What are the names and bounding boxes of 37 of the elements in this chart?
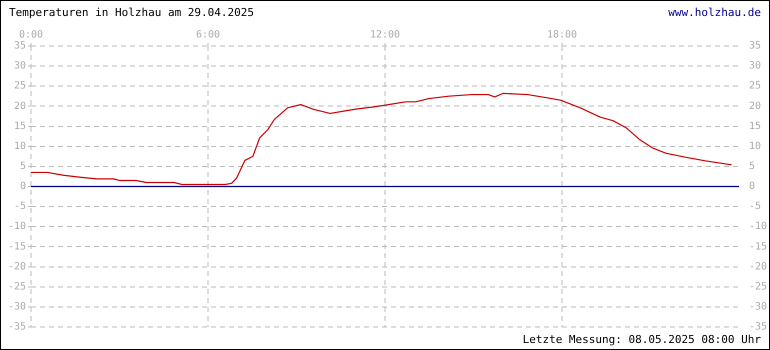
x-tick-label: 0:00 (18, 30, 44, 41)
y-tick-label: -5 (14, 201, 26, 212)
x-tick-label: 18:00 (546, 30, 578, 41)
text: www.holzhau.de (668, 6, 761, 19)
y2-tick-label: -20 (749, 261, 768, 272)
y-tick-label: 25 (14, 80, 26, 92)
y2-tick-label: -35 (749, 322, 768, 333)
y-tick-label: 15 (14, 120, 26, 132)
y2-tick-label: 0 (749, 181, 756, 192)
y2-tick-label: 35 (749, 40, 762, 52)
y-tick-label: -25 (8, 281, 26, 292)
y-tick-label: -35 (8, 322, 26, 333)
x-tick-label: 6:00 (196, 30, 220, 41)
y2-tick-label: 30 (749, 60, 762, 72)
y-tick-label: 20 (14, 100, 26, 112)
y2-tick-label: 25 (749, 80, 762, 92)
y-tick-label: 5 (20, 161, 26, 172)
y-tick-label: -15 (8, 241, 26, 252)
y2-tick-label: -25 (749, 281, 768, 292)
y2-tick-label: -30 (749, 302, 768, 313)
y-tick-label: 10 (14, 140, 26, 152)
y2-tick-label: -5 (749, 201, 762, 212)
y-tick-label: -10 (8, 221, 26, 232)
y-tick-label: 35 (14, 40, 26, 52)
x-tick-label: 12:00 (370, 30, 400, 41)
y2-tick-label: 20 (749, 100, 762, 112)
chart-title: Temperaturen in Holzhau am 29.04.2025 (9, 6, 254, 19)
y-tick-label: -30 (8, 302, 26, 313)
y-tick-label: -20 (8, 261, 26, 272)
y-tick-label: 0 (20, 181, 26, 192)
y2-tick-label: 5 (749, 161, 756, 172)
y2-tick-label: -15 (749, 241, 768, 252)
text: Letzte Messung: 08.05.2025 08:00 Uhr (522, 333, 761, 346)
y2-tick-label: 15 (749, 120, 762, 132)
y2-tick-label: 10 (749, 140, 762, 152)
y-tick-label: 30 (14, 60, 26, 72)
y2-tick-label: -10 (749, 221, 768, 232)
